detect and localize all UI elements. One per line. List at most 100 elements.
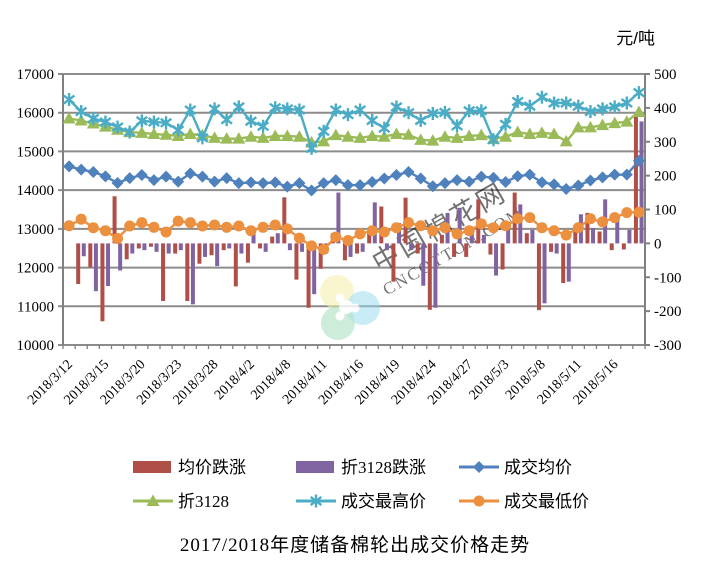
legend-item-max-price-line: 成交最高价 — [296, 492, 426, 511]
avg-change-bars-bar — [427, 243, 432, 310]
right-axis-tick-label: 400 — [654, 101, 677, 117]
avg-change-bars-bar — [609, 243, 614, 251]
avg-change-bars-bar — [76, 243, 81, 285]
avg-change-bars-bar — [270, 236, 275, 244]
legend-label: 成交最高价 — [341, 492, 426, 511]
avg-change-bars-bar — [439, 234, 444, 244]
index3128-change-bars-bar — [251, 229, 256, 244]
right-axis-tick-label: 500 — [654, 67, 677, 83]
index3128-change-bars-bar — [93, 243, 98, 292]
avg-change-bars-bar — [148, 243, 153, 247]
left-axis-tick-label: 14000 — [17, 183, 55, 199]
index3128-change-bars-bar — [469, 229, 474, 244]
index3128-change-bars-bar — [542, 243, 547, 304]
avg-change-bars-bar — [100, 243, 105, 322]
index3128-change-bars-bar — [494, 243, 499, 276]
avg-change-bars-bar — [452, 243, 457, 257]
avg-change-bars-bar — [355, 243, 360, 254]
avg-change-bars-bar — [597, 231, 602, 244]
axis-tick-marks — [62, 73, 650, 349]
avg-change-bars-bar — [379, 206, 384, 244]
watermark-logo — [320, 275, 380, 340]
index3128-change-bars-bar — [530, 229, 535, 244]
index3128-change-bars-bar — [433, 243, 438, 308]
avg-price-line — [63, 154, 645, 197]
index3128-change-bars-bar — [336, 192, 341, 244]
avg-change-bars-bar — [488, 243, 493, 255]
right-axis-tick-label: 200 — [654, 169, 677, 185]
right-axis-tick-label: -300 — [654, 338, 682, 354]
avg-change-bars-bar — [415, 243, 420, 254]
avg-change-bars-bar — [464, 243, 469, 257]
index3128-change-bars-bar — [360, 243, 365, 252]
index3128-change-bars-bar — [384, 243, 389, 251]
index3128-change-bars-bar — [409, 243, 414, 251]
legend-label: 折3128跌涨 — [341, 458, 426, 477]
avg-change-bars-bar — [367, 229, 372, 244]
index3128-change-bars-bar — [312, 243, 317, 295]
legend-label: 成交最低价 — [504, 492, 589, 511]
index3128-change-bars-bar — [227, 243, 232, 249]
avg-change-bars-bar — [391, 243, 396, 282]
index3128-change-bars-bar — [178, 243, 183, 251]
index3128-change-bars-bar — [627, 229, 632, 244]
index3128-change-bars-bar — [118, 243, 123, 271]
avg-change-bars-bar — [549, 243, 554, 252]
avg-change-bars-bar — [561, 243, 566, 284]
right-axis-tick-labels: 500 400 300 200 100 0 -100 -200 -300 — [654, 67, 682, 354]
right-axis-tick-label: 300 — [654, 135, 677, 151]
index3128-change-bars-bar — [263, 243, 268, 252]
avg-change-bars-bar — [294, 243, 299, 280]
index3128-change-bars-bar — [615, 217, 620, 244]
left-axis-tick-label: 16000 — [17, 106, 55, 122]
index3128-change-bars-bar — [287, 243, 292, 251]
index3128-change-bars-bar — [142, 243, 147, 251]
avg-change-bars-bar — [124, 243, 129, 260]
index3128-change-bars — [81, 121, 644, 308]
avg-change-bars-bar — [197, 243, 202, 264]
index3128-change-bars-bar — [566, 243, 571, 282]
left-axis-tick-label: 17000 — [17, 67, 55, 83]
index3128-change-bars-bar — [348, 243, 353, 257]
index3128-change-bars-bar — [506, 224, 511, 244]
avg-change-bars-bar — [585, 212, 590, 244]
legend-item-index3128-line: 折3128 — [133, 492, 229, 511]
index3128-change-bars-bar — [481, 234, 486, 244]
legend-label: 成交均价 — [504, 458, 572, 477]
index3128-change-bars-bar — [81, 243, 86, 257]
avg-change-bars-bar — [500, 243, 505, 270]
index3128-change-bars-bar — [372, 202, 377, 244]
legend-swatch — [133, 461, 171, 473]
right-axis-tick-label: 0 — [654, 236, 662, 252]
avg-change-bars-bar — [258, 243, 263, 249]
axis-unit-label: 元/吨 — [616, 29, 655, 48]
index3128-change-bars-bar — [239, 243, 244, 254]
index3128-change-bars-bar — [215, 243, 220, 267]
avg-change-bars-bar — [161, 243, 166, 301]
index3128-change-bars-bar — [300, 243, 305, 252]
avg-change-bars-bar — [621, 243, 626, 250]
right-axis-tick-label: -100 — [654, 270, 682, 286]
index3128-change-bars-bar — [421, 243, 426, 286]
right-axis-tick-label: 100 — [654, 203, 677, 219]
avg-change-bars-bar — [185, 243, 190, 301]
left-axis-tick-label: 12000 — [17, 261, 55, 277]
avg-change-bars-bar — [209, 243, 214, 256]
index3128-change-bars-bar — [639, 121, 644, 244]
avg-change-bars-bar — [524, 233, 529, 244]
avg-change-bars-bar — [221, 243, 226, 251]
avg-change-bars-bar — [233, 243, 238, 287]
legend-item-avg-price-line: 成交均价 — [459, 458, 572, 477]
avg-change-bars-bar — [318, 243, 323, 269]
legend-item-avg-change-bars: 均价跌涨 — [133, 458, 246, 477]
avg-change-bars-bar — [88, 243, 93, 268]
legend-label: 折3128 — [178, 492, 229, 511]
index3128-change-bars-bar — [591, 228, 596, 244]
avg-change-bars-bar — [282, 197, 287, 244]
avg-change-bars-bar — [112, 196, 117, 244]
index3128-change-bars-bar — [203, 243, 208, 257]
avg-change-bars-bar — [342, 243, 347, 261]
